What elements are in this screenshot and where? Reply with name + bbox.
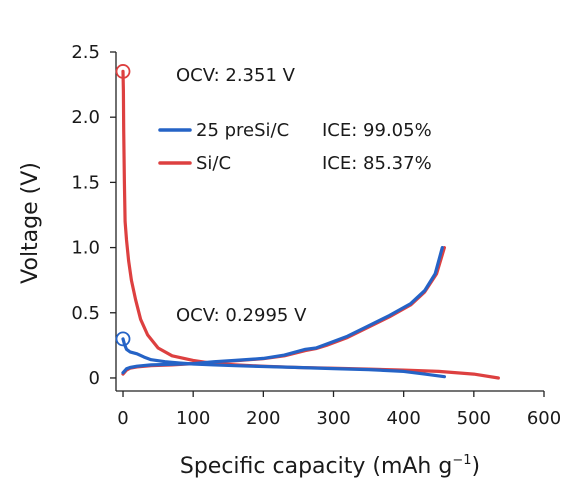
ocv-markers (115, 64, 131, 347)
x-tick-label: 300 (316, 408, 350, 429)
legend: 25 preSi/C ICE: 99.05% Si/C ICE: 85.37% (158, 120, 432, 174)
series-line-25-presi-c-charge (121, 246, 444, 375)
y-tick-label: 2.0 (71, 107, 100, 128)
x-tick-label: 200 (246, 408, 280, 429)
x-tick-label: 100 (176, 408, 210, 429)
x-axis-title-suffix: ) (472, 454, 481, 479)
ticks: 0 100 200 300 400 500 600 0 0.5 1.0 1.5 2.0 2.5 (71, 42, 561, 429)
y-tick-label: 0 (89, 368, 100, 389)
ocv-marker-presi (115, 331, 131, 347)
x-axis-title-sup: −1 (452, 453, 471, 468)
annotation-ocv-presi: OCV: 0.2995 V (176, 305, 307, 326)
x-tick-label: 500 (457, 408, 491, 429)
legend-ice-sic: ICE: 85.37% (322, 153, 432, 174)
legend-ice-presi: ICE: 99.05% (322, 120, 432, 141)
y-tick-label: 1.5 (71, 172, 100, 193)
y-axis-title: Voltage (V) (18, 162, 43, 284)
y-tick-label: 2.5 (71, 42, 100, 63)
x-tick-label: 0 (117, 408, 128, 429)
x-tick-label: 400 (386, 408, 420, 429)
axes (115, 52, 544, 392)
x-axis-title-main: Specific capacity (mAh g (180, 454, 452, 479)
annotation-ocv-si: OCV: 2.351 V (176, 65, 296, 86)
series-line-25-presi-c-discharge (121, 337, 446, 379)
x-axis-title: Specific capacity (mAh g−1) (180, 453, 480, 479)
y-tick-label: 1.0 (71, 238, 100, 259)
series-lines (121, 69, 500, 380)
series-line-si-c-discharge (121, 69, 500, 380)
ocv-marker-sic (115, 64, 131, 79)
y-tick-label: 0.5 (71, 303, 100, 324)
legend-label-sic: Si/C (196, 153, 231, 174)
legend-label-presi: 25 preSi/C (196, 120, 289, 141)
x-tick-label: 600 (527, 408, 561, 429)
